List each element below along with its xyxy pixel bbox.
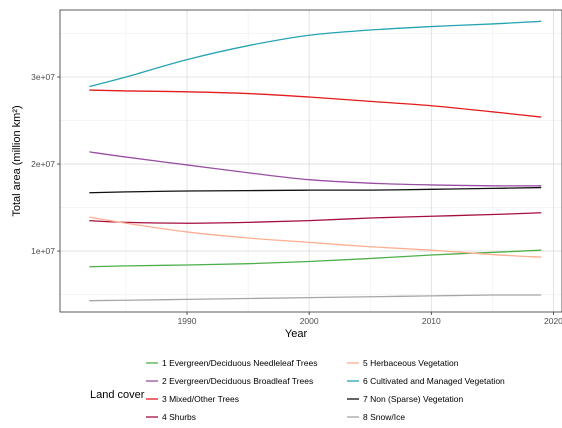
y-tick-label: 1e+07: [31, 246, 55, 256]
legend-label: 8 Snow/Ice: [363, 412, 405, 422]
series-line-3: [89, 89, 542, 118]
legend-item: 3 Mixed/Other Trees: [146, 394, 239, 404]
series-line-4: [89, 212, 542, 224]
panel-background: [60, 10, 562, 312]
x-tick-label: 2020: [544, 316, 562, 326]
series-line-6: [89, 20, 542, 88]
legend-label: 1 Evergreen/Deciduous Needleleaf Trees: [162, 358, 317, 368]
legend-label: 5 Herbaceous Vegetation: [363, 358, 459, 368]
legend-item: 7 Non (Sparse) Vegetation: [347, 394, 463, 404]
legend-item: 6 Cultivated and Managed Vegetation: [347, 376, 505, 386]
legend-item: 8 Snow/Ice: [347, 412, 405, 422]
x-axis-title: Year: [285, 328, 308, 340]
y-axis-title: Total area (million km²): [11, 105, 23, 216]
y-tick-label: 2e+07: [31, 159, 55, 169]
legend-label: 3 Mixed/Other Trees: [162, 394, 239, 404]
legend-item: 4 Shurbs: [146, 412, 196, 422]
panel-border: [59, 9, 562, 313]
legend-label: 2 Evergreen/Deciduous Broadleaf Trees: [162, 376, 313, 386]
series-line-7: [89, 186, 542, 194]
series-line-8: [89, 294, 542, 302]
x-tick-label: 2000: [300, 316, 319, 326]
x-tick-label: 1990: [178, 316, 197, 326]
legend-label: 6 Cultivated and Managed Vegetation: [363, 376, 505, 386]
legend-item: 1 Evergreen/Deciduous Needleleaf Trees: [146, 358, 317, 368]
legend-title: Land cover: [90, 389, 145, 401]
legend-label: 7 Non (Sparse) Vegetation: [363, 394, 463, 404]
x-tick-label: 2010: [422, 316, 441, 326]
y-axis: 1e+07 2e+07 3e+07: [31, 72, 60, 256]
legend-label: 4 Shurbs: [162, 412, 196, 422]
y-tick-label: 3e+07: [31, 72, 55, 82]
series-line-2: [89, 151, 542, 187]
legend-item: 5 Herbaceous Vegetation: [347, 358, 459, 368]
legend: 1 Evergreen/Deciduous Needleleaf Trees 2 …: [146, 358, 505, 422]
series-line-5: [89, 216, 542, 258]
grid-minor: [60, 10, 562, 312]
x-axis: 1990 2000 2010 2020: [178, 312, 562, 326]
legend-item: 2 Evergreen/Deciduous Broadleaf Trees: [146, 376, 313, 386]
series-layer: [89, 20, 542, 302]
